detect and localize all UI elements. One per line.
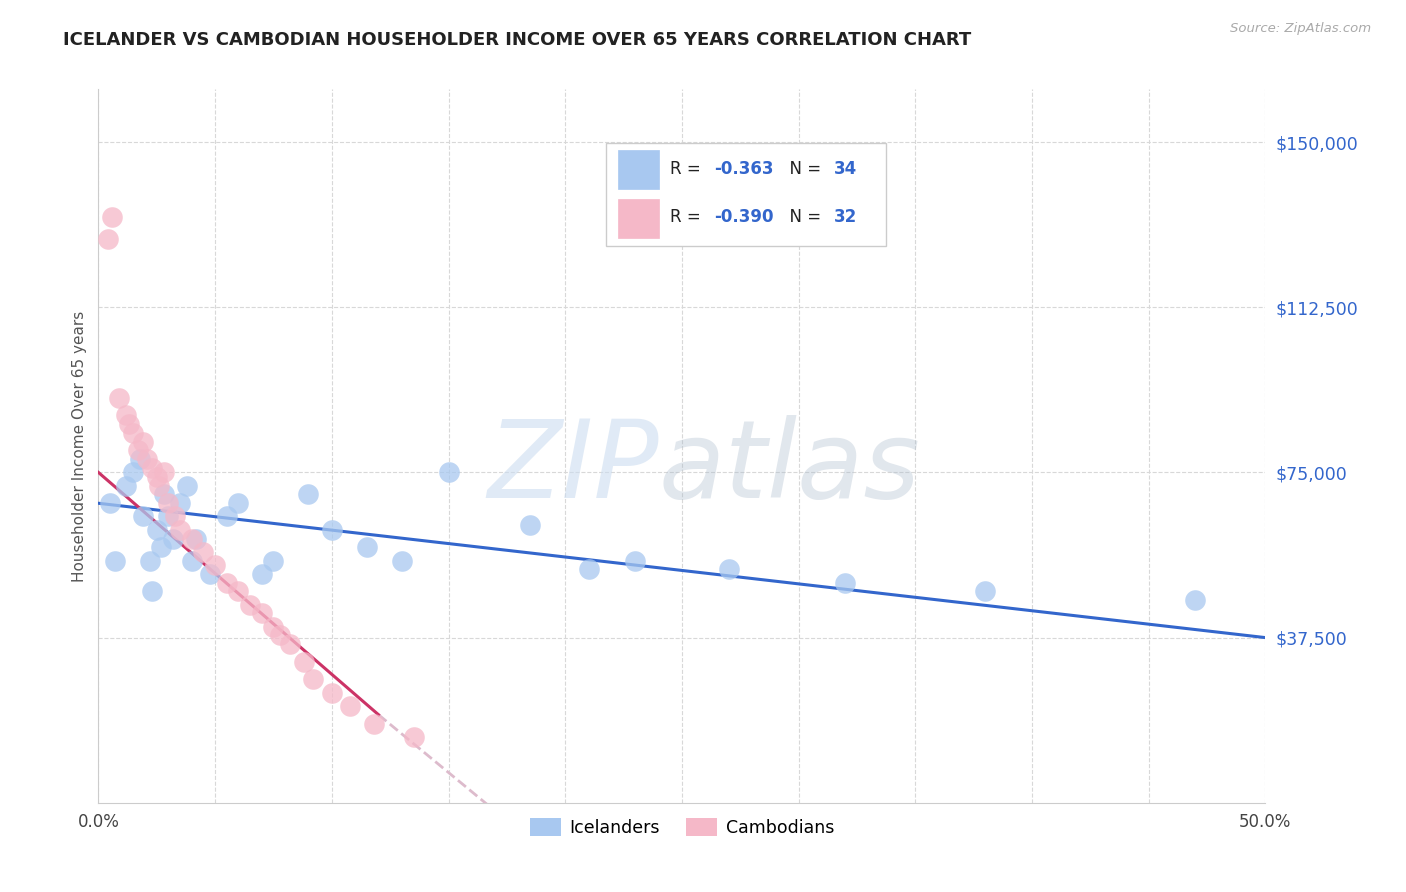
Point <box>150 541 173 555</box>
Text: R =: R = <box>671 160 706 178</box>
Point <box>115 478 138 492</box>
Point <box>169 496 191 510</box>
Point <box>402 730 425 744</box>
Point <box>97 232 120 246</box>
Text: -0.363: -0.363 <box>714 160 775 178</box>
Legend: Icelanders, Cambodians: Icelanders, Cambodians <box>523 812 841 844</box>
Point <box>180 532 202 546</box>
Point <box>356 541 378 555</box>
FancyBboxPatch shape <box>606 143 886 246</box>
Point <box>239 598 262 612</box>
Point <box>118 417 141 431</box>
Point <box>578 562 600 576</box>
Point <box>136 452 159 467</box>
Text: N =: N = <box>779 160 827 178</box>
Text: 34: 34 <box>834 160 856 178</box>
Point <box>250 566 273 581</box>
Point <box>141 584 163 599</box>
Point <box>262 619 284 633</box>
Point <box>193 545 215 559</box>
Point <box>215 509 238 524</box>
Point <box>141 461 163 475</box>
Point <box>717 562 740 576</box>
Point <box>127 443 149 458</box>
Point <box>152 487 174 501</box>
Point <box>321 686 343 700</box>
Text: Source: ZipAtlas.com: Source: ZipAtlas.com <box>1230 22 1371 36</box>
Point <box>108 391 131 405</box>
Point <box>162 532 184 546</box>
Point <box>157 509 180 524</box>
FancyBboxPatch shape <box>617 150 658 189</box>
Point <box>122 425 145 440</box>
Point <box>1184 593 1206 607</box>
Point <box>297 487 319 501</box>
Point <box>98 496 121 510</box>
Point <box>146 523 169 537</box>
Point <box>974 584 997 599</box>
Point <box>262 553 284 567</box>
Point <box>269 628 291 642</box>
Point <box>101 210 124 224</box>
Point <box>834 575 856 590</box>
Point <box>363 716 385 731</box>
Point <box>122 466 145 480</box>
Text: ICELANDER VS CAMBODIAN HOUSEHOLDER INCOME OVER 65 YEARS CORRELATION CHART: ICELANDER VS CAMBODIAN HOUSEHOLDER INCOM… <box>63 31 972 49</box>
Point <box>180 553 202 567</box>
Point <box>115 408 138 422</box>
Point <box>186 532 208 546</box>
Point <box>250 607 273 621</box>
Point <box>200 566 222 581</box>
Point <box>104 553 127 567</box>
Point <box>437 466 460 480</box>
Point <box>519 518 541 533</box>
Point <box>215 575 238 590</box>
Point <box>204 558 226 572</box>
Point <box>165 509 187 524</box>
Text: ZIP: ZIP <box>486 415 658 520</box>
Point <box>176 478 198 492</box>
Point <box>292 655 315 669</box>
Point <box>391 553 413 567</box>
Point <box>129 452 152 467</box>
Point <box>624 553 647 567</box>
Point <box>146 470 169 484</box>
Point <box>132 434 155 449</box>
Text: R =: R = <box>671 208 706 227</box>
Point <box>321 523 343 537</box>
Point <box>139 553 162 567</box>
FancyBboxPatch shape <box>617 199 658 238</box>
Point <box>302 673 325 687</box>
Text: 32: 32 <box>834 208 856 227</box>
Point <box>132 509 155 524</box>
Text: atlas: atlas <box>658 415 921 520</box>
Text: -0.390: -0.390 <box>714 208 775 227</box>
Point <box>278 637 301 651</box>
Point <box>148 478 170 492</box>
Point <box>228 496 250 510</box>
Point <box>152 466 174 480</box>
Point <box>228 584 250 599</box>
Point <box>169 523 191 537</box>
Y-axis label: Householder Income Over 65 years: Householder Income Over 65 years <box>72 310 87 582</box>
Text: N =: N = <box>779 208 827 227</box>
Point <box>157 496 180 510</box>
Point <box>339 698 361 713</box>
